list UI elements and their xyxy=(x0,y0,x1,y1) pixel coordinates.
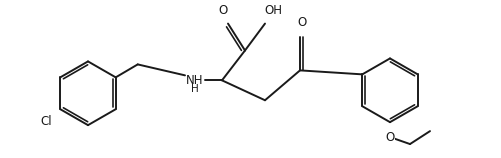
Text: NH: NH xyxy=(186,74,203,87)
Text: Cl: Cl xyxy=(41,115,52,128)
Text: H: H xyxy=(191,84,198,94)
Text: O: O xyxy=(218,4,227,17)
Text: O: O xyxy=(385,131,394,144)
Text: O: O xyxy=(297,15,306,29)
Text: OH: OH xyxy=(264,4,282,17)
